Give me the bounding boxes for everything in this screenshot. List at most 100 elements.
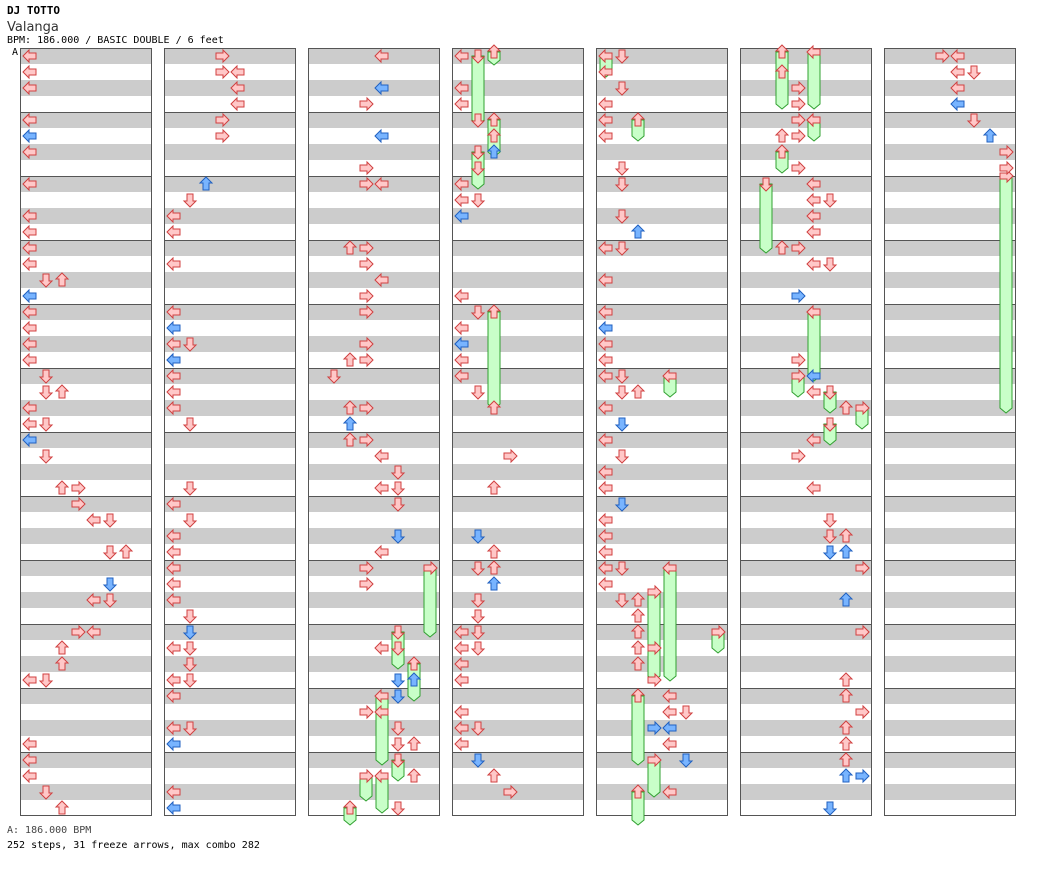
beat-band: [452, 544, 584, 560]
left-arrow: [374, 480, 389, 496]
beat-band: [452, 224, 584, 240]
beat-band: [164, 240, 296, 256]
left-arrow: [806, 208, 821, 224]
beat-band: [20, 208, 152, 224]
beat-band: [20, 656, 152, 672]
bpm-legend: A: 186.000 BPM: [7, 825, 92, 836]
column-border: [20, 48, 152, 816]
left-arrow: [806, 384, 821, 400]
left-arrow: [374, 704, 389, 720]
beat-band: [20, 240, 152, 256]
beat-band: [20, 448, 152, 464]
beat-band: [596, 272, 728, 288]
left-arrow: [598, 352, 613, 368]
left-arrow: [598, 464, 613, 480]
left-arrow: [662, 368, 677, 384]
beat-band: [452, 800, 584, 816]
beat-band: [308, 304, 440, 320]
beat-band: [20, 768, 152, 784]
beat-band: [164, 368, 296, 384]
right-arrow: [791, 80, 806, 96]
down-arrow: [182, 337, 198, 352]
left-arrow: [806, 224, 821, 240]
beat-band: [452, 496, 584, 512]
down-arrow: [390, 753, 406, 768]
down-arrow: [390, 737, 406, 752]
up-arrow: [838, 720, 854, 735]
beat-band: [308, 256, 440, 272]
up-arrow: [486, 576, 502, 591]
beat-band: [740, 576, 872, 592]
left-arrow: [374, 768, 389, 784]
left-arrow: [22, 208, 37, 224]
beat-band: [740, 112, 872, 128]
beat-band: [596, 208, 728, 224]
beat-band: [20, 512, 152, 528]
beat-band: [452, 288, 584, 304]
up-arrow: [486, 544, 502, 559]
left-arrow: [454, 656, 469, 672]
beat-band: [740, 608, 872, 624]
chart-info: BPM: 186.000 / BASIC DOUBLE / 6 feet: [7, 35, 224, 46]
left-arrow: [598, 272, 613, 288]
left-arrow: [230, 80, 245, 96]
down-arrow: [182, 481, 198, 496]
beat-band: [452, 688, 584, 704]
beat-band: [20, 160, 152, 176]
beat-band: [164, 576, 296, 592]
beat-band: [164, 800, 296, 816]
right-arrow: [359, 560, 374, 576]
beat-band: [884, 192, 1016, 208]
beat-band: [596, 160, 728, 176]
beat-band: [20, 480, 152, 496]
beat-band: [884, 272, 1016, 288]
right-arrow: [855, 400, 870, 416]
left-arrow: [454, 80, 469, 96]
up-arrow: [54, 640, 70, 655]
down-arrow: [614, 177, 630, 192]
beat-band: [308, 656, 440, 672]
down-arrow: [38, 273, 54, 288]
down-arrow: [614, 81, 630, 96]
down-arrow: [966, 65, 982, 80]
down-arrow: [326, 369, 342, 384]
down-arrow: [614, 449, 630, 464]
left-arrow: [166, 368, 181, 384]
left-arrow: [806, 176, 821, 192]
down-arrow: [470, 609, 486, 624]
beat-band: [20, 400, 152, 416]
down-arrow: [390, 689, 406, 704]
beat-band: [20, 176, 152, 192]
left-arrow: [22, 128, 37, 144]
beat-band: [308, 368, 440, 384]
beat-band: [884, 96, 1016, 112]
beat-band: [308, 464, 440, 480]
right-arrow: [791, 160, 806, 176]
step-arrows: [22, 44, 1014, 816]
left-arrow: [662, 736, 677, 752]
column-border: [308, 48, 440, 816]
chart-column: [884, 48, 1016, 816]
beat-band: [884, 528, 1016, 544]
down-arrow: [470, 305, 486, 320]
beat-band: [308, 176, 440, 192]
left-arrow: [166, 400, 181, 416]
left-arrow: [598, 368, 613, 384]
beat-band: [740, 480, 872, 496]
chart-column: [740, 48, 872, 816]
left-arrow: [166, 720, 181, 736]
beat-band: [308, 496, 440, 512]
right-arrow: [359, 288, 374, 304]
beat-band: [596, 768, 728, 784]
down-arrow: [390, 481, 406, 496]
beat-band: [884, 304, 1016, 320]
right-arrow: [359, 576, 374, 592]
up-arrow: [342, 352, 358, 367]
beat-band: [164, 640, 296, 656]
right-arrow: [503, 784, 518, 800]
beat-band: [308, 336, 440, 352]
left-arrow: [598, 432, 613, 448]
down-arrow: [102, 545, 118, 560]
up-arrow: [54, 480, 70, 495]
beat-band: [308, 144, 440, 160]
